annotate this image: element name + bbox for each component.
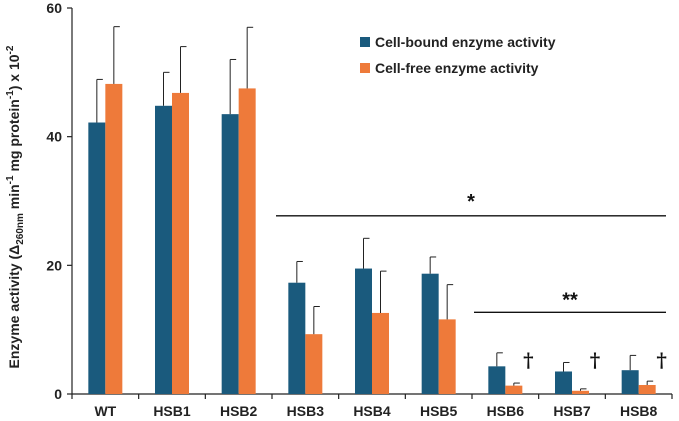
significance-label: ** [562, 289, 578, 311]
x-tick-label: HSB5 [420, 403, 458, 419]
bar-cell-bound [421, 273, 439, 394]
legend-swatch [360, 63, 370, 73]
bar-cell-free [505, 385, 523, 394]
x-tick-label: HSB8 [620, 403, 658, 419]
bar-cell-bound [488, 366, 506, 394]
y-axis-label: Enzyme activity (Δ260nm min-1 mg protein… [5, 45, 26, 368]
y-tick-label: 60 [46, 0, 62, 16]
error-bars [96, 26, 654, 391]
bar-cell-bound [88, 122, 106, 394]
legend-entry: Cell-bound enzyme activity [375, 34, 556, 50]
bar-cell-bound [621, 370, 639, 394]
bar-cell-bound [355, 268, 372, 394]
bar-cell-free [438, 319, 456, 394]
bar-cell-bound [155, 105, 172, 394]
legend: Cell-bound enzyme activity Cell-free enzy… [360, 34, 556, 76]
x-tick-label: HSB2 [220, 403, 258, 419]
bar-cell-free [372, 312, 389, 394]
annotations: ***† † † [276, 191, 667, 372]
x-tick-labels: WT HSB1 HSB2 HSB3 HSB4 HSB5 HSB6 HSB7 HSB8 [94, 403, 657, 419]
svg-text:Enzyme activity (Δ260nm min-1: Enzyme activity (Δ260nm min-1 mg protein… [5, 45, 26, 368]
dagger-annotation: † [590, 348, 600, 372]
y-ticks: 0 20 40 60 [46, 0, 72, 402]
bar-cell-free [305, 334, 323, 394]
x-tick-label: HSB1 [153, 403, 191, 419]
x-tick-label: HSB6 [487, 403, 525, 419]
bar-cell-bound [555, 371, 572, 394]
bar-cell-free [105, 83, 123, 394]
bar-cell-bound [288, 282, 306, 394]
x-tick-label: WT [94, 403, 116, 419]
legend-swatch [360, 37, 370, 47]
bar-cell-bound [221, 114, 239, 395]
y-tick-label: 0 [54, 386, 62, 402]
significance-label: * [467, 191, 475, 213]
bars [88, 83, 656, 395]
x-tick-label: HSB3 [287, 403, 325, 419]
bar-cell-free [238, 88, 256, 395]
dagger-annotation: † [523, 348, 533, 372]
bar-cell-free [172, 92, 189, 395]
legend-entry: Cell-free enzyme activity [375, 60, 539, 76]
y-tick-label: 40 [46, 129, 62, 145]
bar-cell-free [572, 390, 589, 394]
dagger-annotation: † [656, 348, 666, 372]
x-tick-label: HSB4 [353, 403, 391, 419]
x-tick-label: HSB7 [553, 403, 591, 419]
y-tick-label: 20 [46, 257, 62, 273]
bar-cell-free [638, 384, 656, 394]
